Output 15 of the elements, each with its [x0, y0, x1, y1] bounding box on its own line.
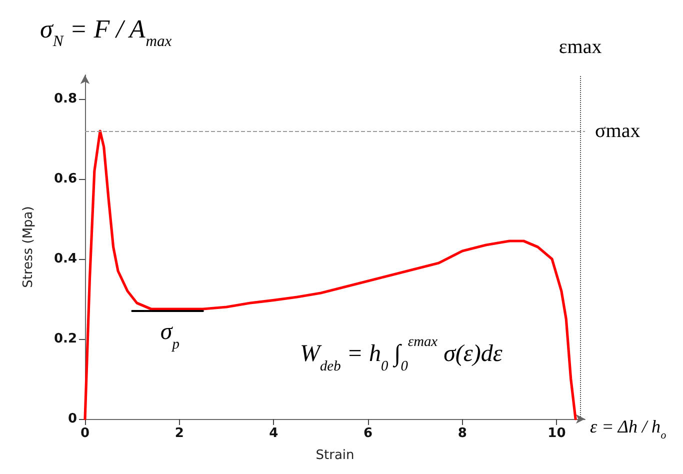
x-tick-label: 2 — [174, 426, 184, 441]
ref-line-label: σmax — [595, 120, 640, 142]
x-axis-title: Strain — [316, 448, 354, 463]
ref-line-label: εmax — [558, 36, 602, 58]
y-tick-label: 0.8 — [54, 92, 77, 106]
x-tick-label: 10 — [548, 426, 566, 441]
y-tick-label: 0.4 — [54, 252, 77, 266]
y-tick-label: 0 — [68, 412, 77, 426]
y-tick-label: 0.6 — [54, 172, 77, 186]
y-tick-label: 0.2 — [54, 332, 77, 346]
y-axis-title: Stress (Mpa) — [21, 206, 36, 288]
x-tick-label: 4 — [269, 426, 278, 441]
x-tick-label: 6 — [363, 426, 373, 441]
x-tick-label: 8 — [458, 426, 467, 441]
x-tick-label: 0 — [80, 426, 90, 441]
